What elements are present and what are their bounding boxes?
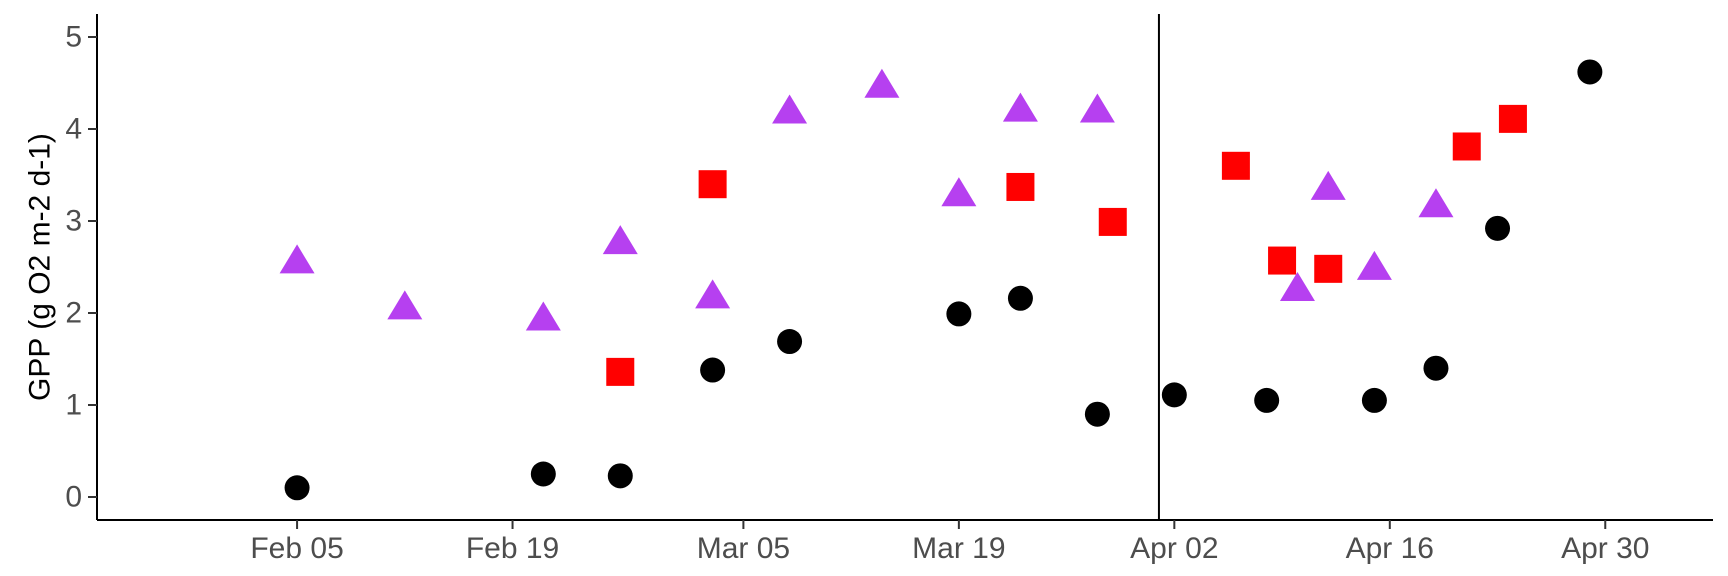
x-tick-label: Apr 30 — [1561, 532, 1649, 565]
data-point-circle — [1361, 387, 1387, 413]
series-circle — [284, 59, 1603, 501]
data-point-triangle — [941, 177, 977, 207]
data-point-triangle — [695, 279, 731, 309]
data-point-circle — [1577, 59, 1603, 85]
data-point-circle — [284, 475, 310, 501]
data-point-triangle — [1356, 250, 1392, 280]
data-point-triangle — [772, 94, 808, 124]
data-point-triangle — [1310, 170, 1346, 200]
data-point-square — [1221, 151, 1250, 180]
data-point-circle — [1254, 387, 1280, 413]
data-point-triangle — [602, 225, 638, 255]
series-square — [606, 104, 1527, 386]
data-point-triangle — [525, 301, 561, 331]
y-tick-label: 0 — [65, 481, 82, 514]
data-point-square — [1314, 254, 1343, 283]
data-point-triangle — [1079, 93, 1115, 123]
x-axis-ticks: Feb 05 Feb 19 Mar 05 Mar 19 Apr 02 Apr 16 Apr … — [250, 520, 1649, 565]
y-axis-title: GPP (g O2 m-2 d-1) — [24, 133, 57, 401]
data-point-circle — [946, 301, 972, 327]
y-tick-label: 5 — [65, 21, 82, 54]
data-point-triangle — [1418, 188, 1454, 218]
y-tick-label: 4 — [65, 113, 82, 146]
data-point-triangle — [1002, 92, 1038, 122]
data-point-square — [1098, 207, 1127, 236]
data-point-circle — [1423, 355, 1449, 381]
x-tick-label: Feb 19 — [466, 532, 559, 565]
y-tick-label: 1 — [65, 389, 82, 422]
y-tick-label: 2 — [65, 297, 82, 330]
data-point-circle — [1084, 401, 1110, 427]
data-point-triangle — [864, 68, 900, 98]
x-tick-label: Mar 19 — [912, 532, 1005, 565]
data-point-circle — [700, 357, 726, 383]
data-point-triangle — [387, 290, 423, 320]
data-point-circle — [530, 461, 556, 487]
y-axis-ticks: 0 1 2 3 4 5 — [65, 21, 97, 514]
y-tick-label: 3 — [65, 205, 82, 238]
data-point-square — [698, 170, 727, 199]
data-point-circle — [1485, 215, 1511, 241]
plot-area — [279, 14, 1603, 520]
data-point-circle — [1007, 285, 1033, 311]
series-triangle — [279, 68, 1454, 331]
data-point-square — [606, 357, 635, 386]
x-tick-label: Apr 02 — [1130, 532, 1218, 565]
data-point-square — [1006, 172, 1035, 201]
data-point-circle — [777, 329, 803, 355]
data-point-circle — [607, 463, 633, 489]
data-point-circle — [1161, 382, 1187, 408]
x-tick-label: Feb 05 — [250, 532, 343, 565]
x-tick-label: Apr 16 — [1346, 532, 1434, 565]
data-point-triangle — [279, 244, 315, 274]
data-point-square — [1268, 246, 1297, 275]
x-tick-label: Mar 05 — [697, 532, 790, 565]
data-point-square — [1452, 132, 1481, 161]
data-point-square — [1498, 104, 1527, 133]
data-point-triangle — [1279, 272, 1315, 302]
